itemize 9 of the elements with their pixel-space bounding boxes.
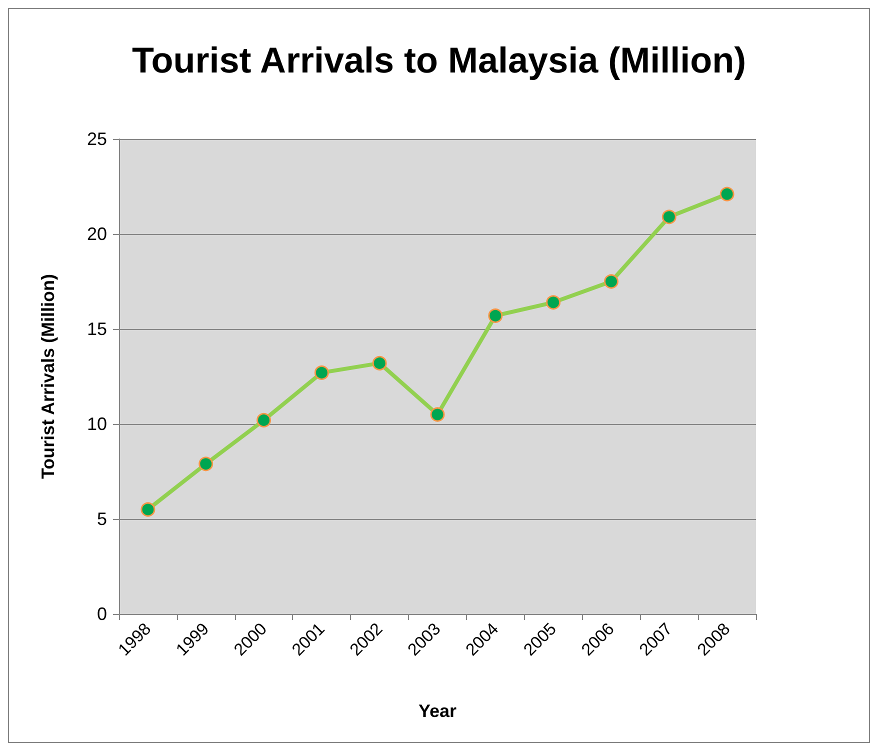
y-tick-label: 25 <box>86 129 107 149</box>
y-tick-label: 20 <box>86 224 107 244</box>
y-tick-label: 10 <box>86 414 107 434</box>
y-tick-label: 15 <box>86 319 107 339</box>
x-axis-title: Year <box>418 701 457 721</box>
y-axis-title: Tourist Arrivals (Million) <box>38 274 58 480</box>
chart-title: Tourist Arrivals to Malaysia (Million) <box>132 40 746 80</box>
y-tick-label: 0 <box>96 604 107 624</box>
y-tick-label: 5 <box>96 509 107 529</box>
